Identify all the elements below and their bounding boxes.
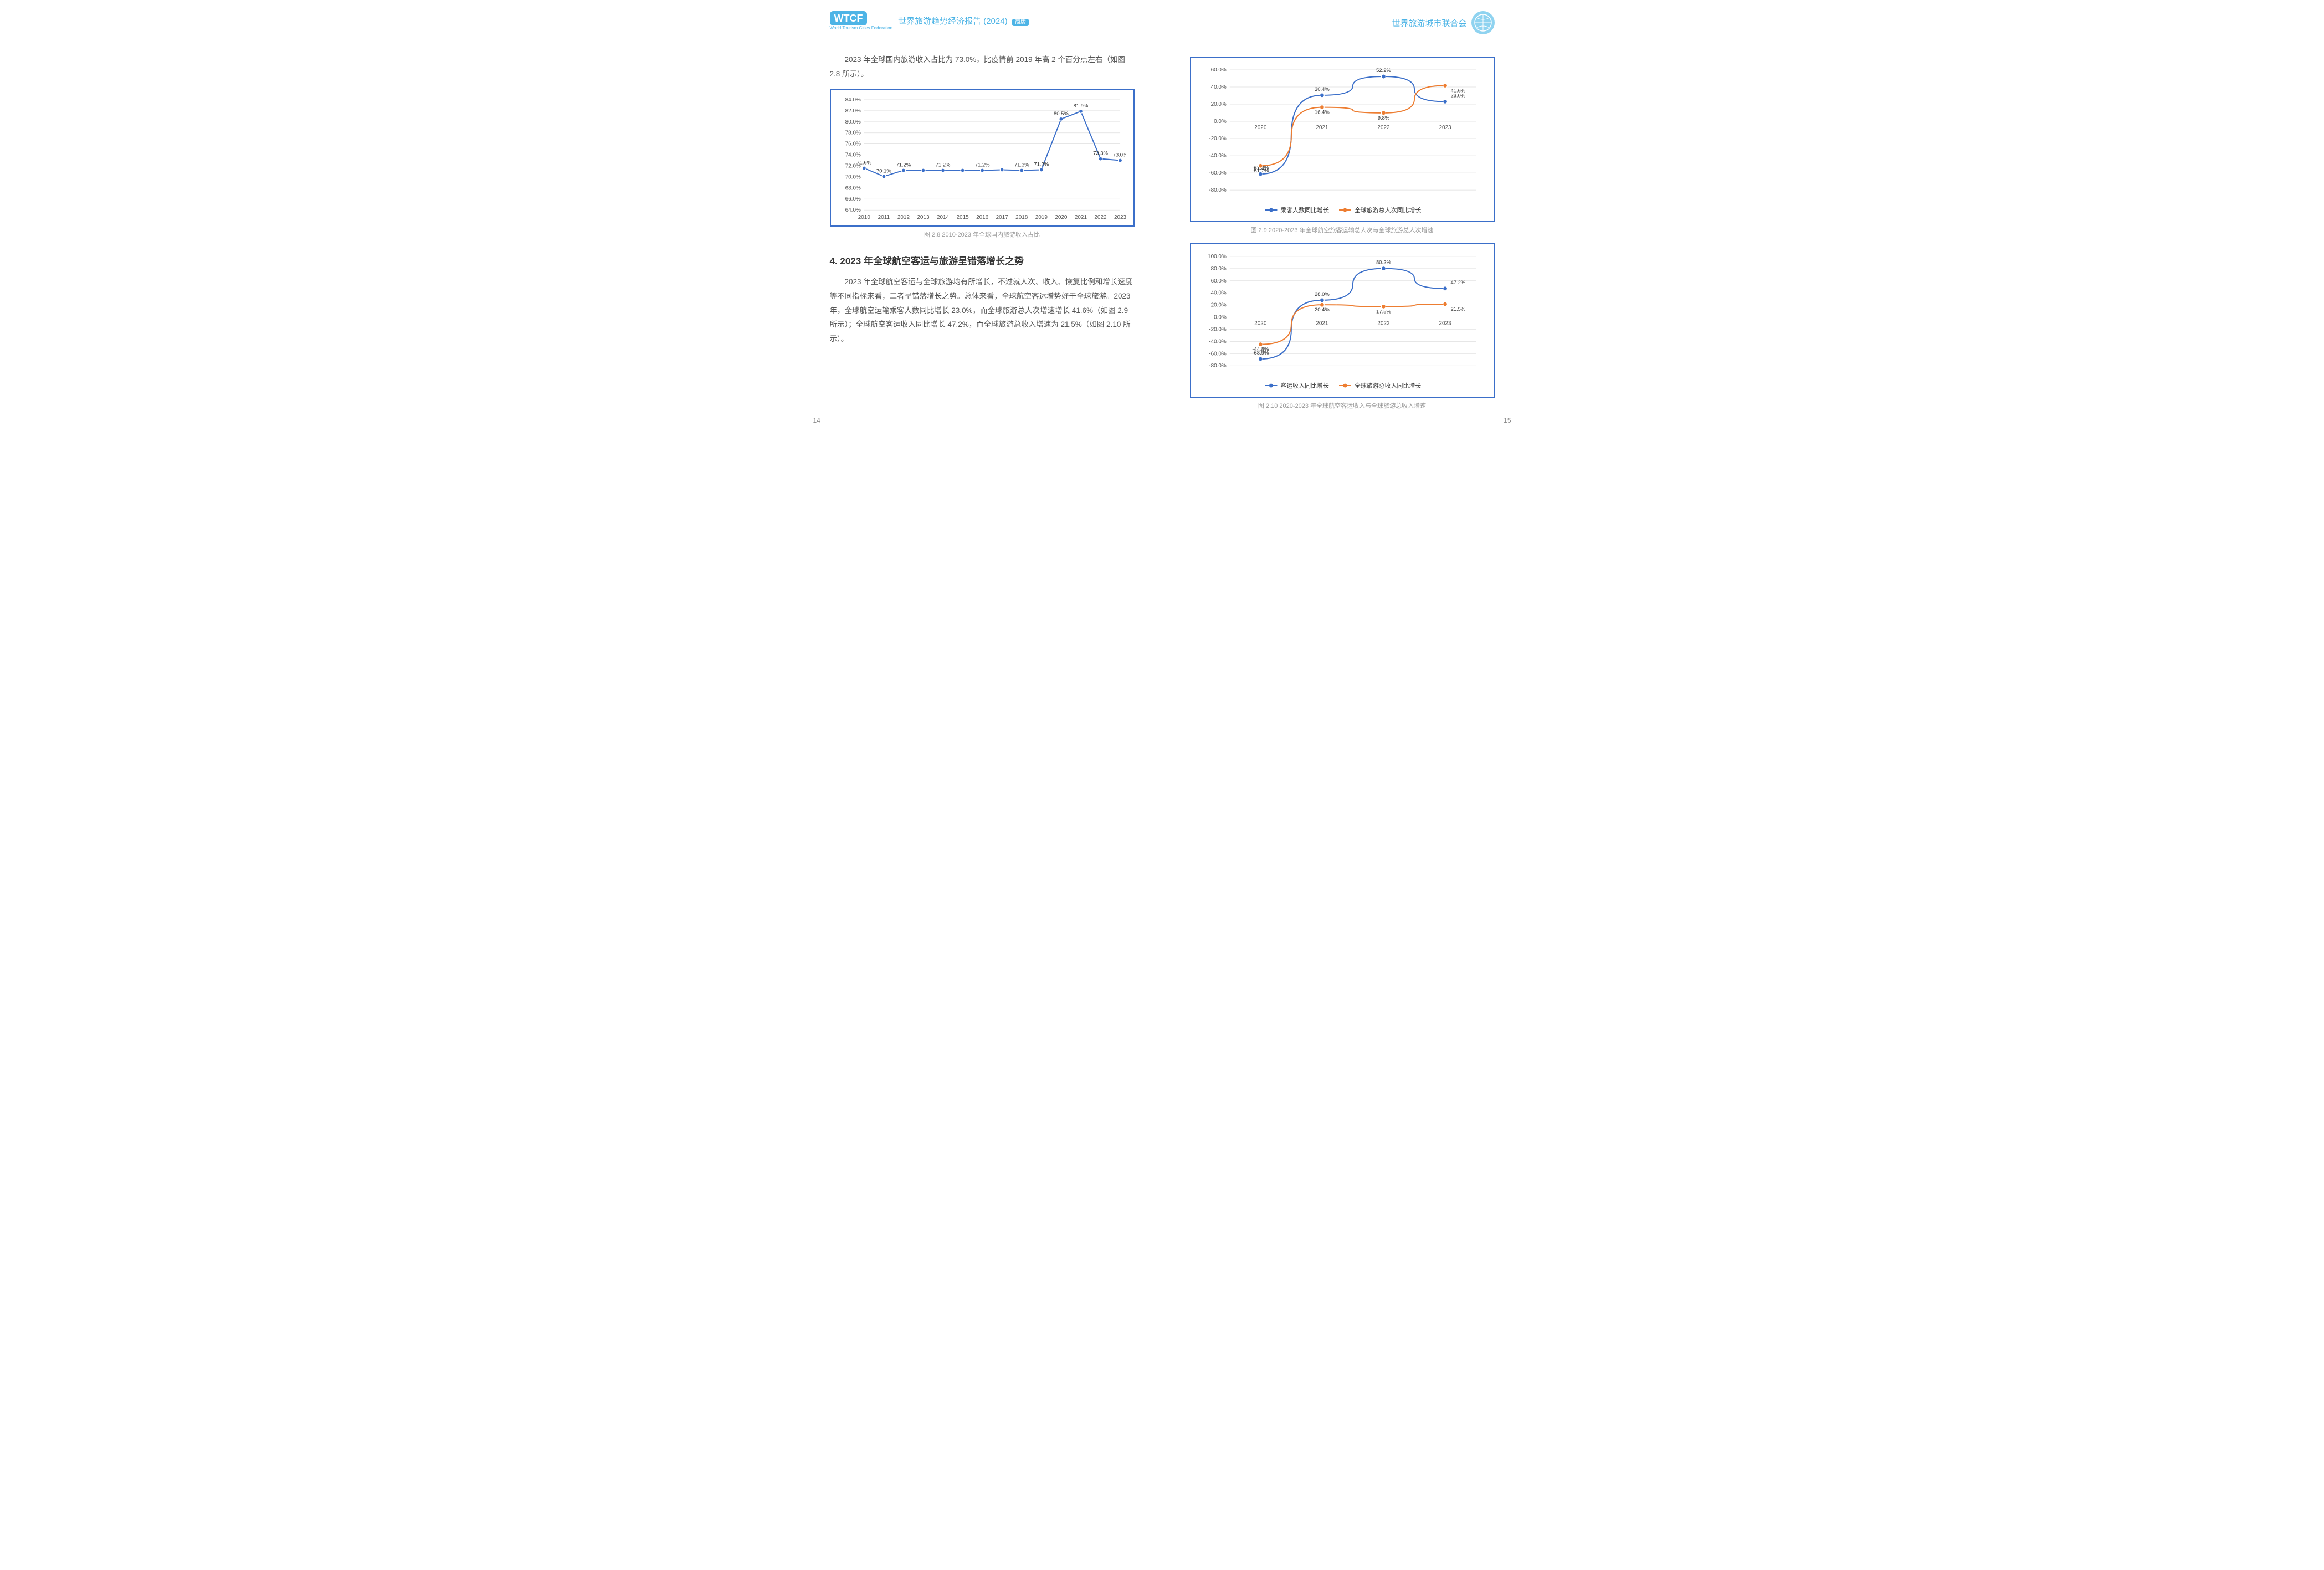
svg-text:2023: 2023 [1439,320,1451,326]
svg-text:60.0%: 60.0% [1210,67,1226,73]
svg-text:2021: 2021 [1316,125,1328,131]
svg-text:82.0%: 82.0% [845,108,860,114]
svg-text:-44.8%: -44.8% [1252,346,1269,352]
chart-2-10: -80.0% -60.0% -40.0% -20.0% 0.0% 20.0% 40.0% 60… [1190,243,1495,398]
svg-text:2021: 2021 [1316,320,1328,326]
svg-text:71.2%: 71.2% [896,162,911,168]
svg-text:-20.0%: -20.0% [1209,136,1227,142]
svg-text:-80.0%: -80.0% [1209,187,1227,193]
svg-text:2015: 2015 [956,214,969,220]
svg-text:2012: 2012 [897,214,910,220]
svg-text:73.3%: 73.3% [1093,151,1108,157]
page-number-right: 15 [1504,417,1511,424]
svg-text:78.0%: 78.0% [845,130,860,136]
svg-text:70.1%: 70.1% [876,168,891,175]
svg-text:47.2%: 47.2% [1450,280,1465,286]
svg-text:71.2%: 71.2% [935,162,950,168]
svg-text:66.0%: 66.0% [845,197,860,203]
svg-text:2020: 2020 [1254,125,1267,131]
logo-sub: World Tourism Cities Federation [830,25,893,30]
svg-text:60.0%: 60.0% [1210,278,1226,284]
svg-text:20.0%: 20.0% [1210,101,1226,107]
page-number-left: 14 [813,417,820,424]
svg-text:2022: 2022 [1377,320,1390,326]
svg-text:-40.0%: -40.0% [1209,338,1227,345]
svg-text:-40.0%: -40.0% [1209,153,1227,159]
svg-text:30.4%: 30.4% [1314,86,1329,93]
svg-text:2021: 2021 [1074,214,1087,220]
svg-text:52.2%: 52.2% [1376,68,1391,74]
svg-text:70.0%: 70.0% [845,175,860,181]
svg-text:17.5%: 17.5% [1376,309,1391,315]
svg-text:2020: 2020 [1055,214,1068,220]
svg-text:2022: 2022 [1377,125,1390,131]
edition-badge: 简版 [1012,19,1029,26]
svg-text:80.0%: 80.0% [1210,266,1226,272]
svg-text:20.4%: 20.4% [1314,307,1329,313]
svg-text:2018: 2018 [1015,214,1028,220]
svg-text:2023: 2023 [1114,214,1125,220]
svg-text:76.0%: 76.0% [845,141,860,147]
svg-text:2023: 2023 [1439,125,1451,131]
svg-text:2014: 2014 [936,214,949,220]
svg-text:乘客人数同比增长: 乘客人数同比增长 [1280,206,1329,214]
header-right: 世界旅游城市联合会 [1190,11,1495,34]
svg-text:-60.0%: -60.0% [1209,351,1227,357]
svg-text:2011: 2011 [878,214,890,220]
svg-text:-20.0%: -20.0% [1209,326,1227,332]
svg-text:全球旅游总人次同比增长: 全球旅游总人次同比增长 [1354,206,1420,214]
svg-text:64.0%: 64.0% [845,207,860,213]
svg-text:71.3%: 71.3% [1014,162,1029,168]
chart-2-10-caption: 图 2.10 2020-2023 年全球航空客运收入与全球旅游总收入增速 [1190,401,1495,410]
svg-text:71.2%: 71.2% [1034,162,1049,168]
para-1: 2023 年全球国内旅游收入占比为 73.0%，比疫情前 2019 年高 2 个… [830,53,1135,81]
section-4-heading: 4. 2023 年全球航空客运与旅游呈错落增长之势 [830,253,1135,267]
svg-text:71.2%: 71.2% [974,162,989,168]
svg-text:84.0%: 84.0% [845,97,860,103]
globe-icon [1471,11,1495,34]
report-title: 世界旅游趋势经济报告 (2024) [898,17,1008,26]
svg-text:9.8%: 9.8% [1377,115,1389,121]
logo: WTCF World Tourism Cities Federation [830,11,893,30]
svg-text:80.2%: 80.2% [1376,260,1391,266]
header-left: WTCF World Tourism Cities Federation 世界旅… [830,11,1135,30]
svg-text:80.0%: 80.0% [845,119,860,125]
svg-text:20.0%: 20.0% [1210,302,1226,309]
svg-text:68.0%: 68.0% [845,186,860,192]
svg-text:0.0%: 0.0% [1214,314,1227,320]
svg-text:80.5%: 80.5% [1053,111,1068,117]
svg-text:2016: 2016 [976,214,989,220]
logo-main: WTCF [830,11,868,25]
svg-text:81.9%: 81.9% [1073,103,1088,109]
chart-2-9: -80.0% -60.0% -40.0% -20.0% 0.0% 20.0% 40.0% 60… [1190,57,1495,222]
para-2: 2023 年全球航空客运与全球旅游均有所增长，不过就人次、收入、恢复比例和增长速… [830,275,1135,346]
svg-text:2020: 2020 [1254,320,1267,326]
svg-text:40.0%: 40.0% [1210,84,1226,90]
svg-text:21.5%: 21.5% [1450,306,1465,312]
svg-text:41.6%: 41.6% [1450,88,1465,94]
svg-text:2010: 2010 [858,214,870,220]
svg-text:74.0%: 74.0% [845,152,860,158]
svg-text:73.0%: 73.0% [1112,152,1125,158]
svg-text:2013: 2013 [917,214,930,220]
svg-text:28.0%: 28.0% [1314,291,1329,297]
org-name: 世界旅游城市联合会 [1392,17,1466,29]
svg-text:71.6%: 71.6% [856,160,871,166]
chart-2-9-caption: 图 2.9 2020-2023 年全球航空旅客运输总人次与全球旅游总人次增速 [1190,225,1495,234]
svg-text:-80.0%: -80.0% [1209,363,1227,369]
svg-text:全球旅游总收入同比增长: 全球旅游总收入同比增长 [1354,382,1420,389]
svg-text:-51.7%: -51.7% [1252,168,1269,174]
svg-text:16.4%: 16.4% [1314,110,1329,116]
svg-text:-60.0%: -60.0% [1209,170,1227,176]
chart-2-8-caption: 图 2.8 2010-2023 年全球国内旅游收入占比 [830,230,1135,239]
chart-2-8: 64.0%66.0%68.0%70.0%72.0%74.0%76.0%78.0%… [830,89,1135,227]
svg-text:2017: 2017 [996,214,1008,220]
svg-text:0.0%: 0.0% [1214,119,1227,125]
svg-text:40.0%: 40.0% [1210,290,1226,296]
svg-text:2022: 2022 [1094,214,1107,220]
svg-text:2019: 2019 [1035,214,1048,220]
svg-text:客运收入同比增长: 客运收入同比增长 [1280,382,1329,389]
svg-text:100.0%: 100.0% [1208,254,1227,260]
